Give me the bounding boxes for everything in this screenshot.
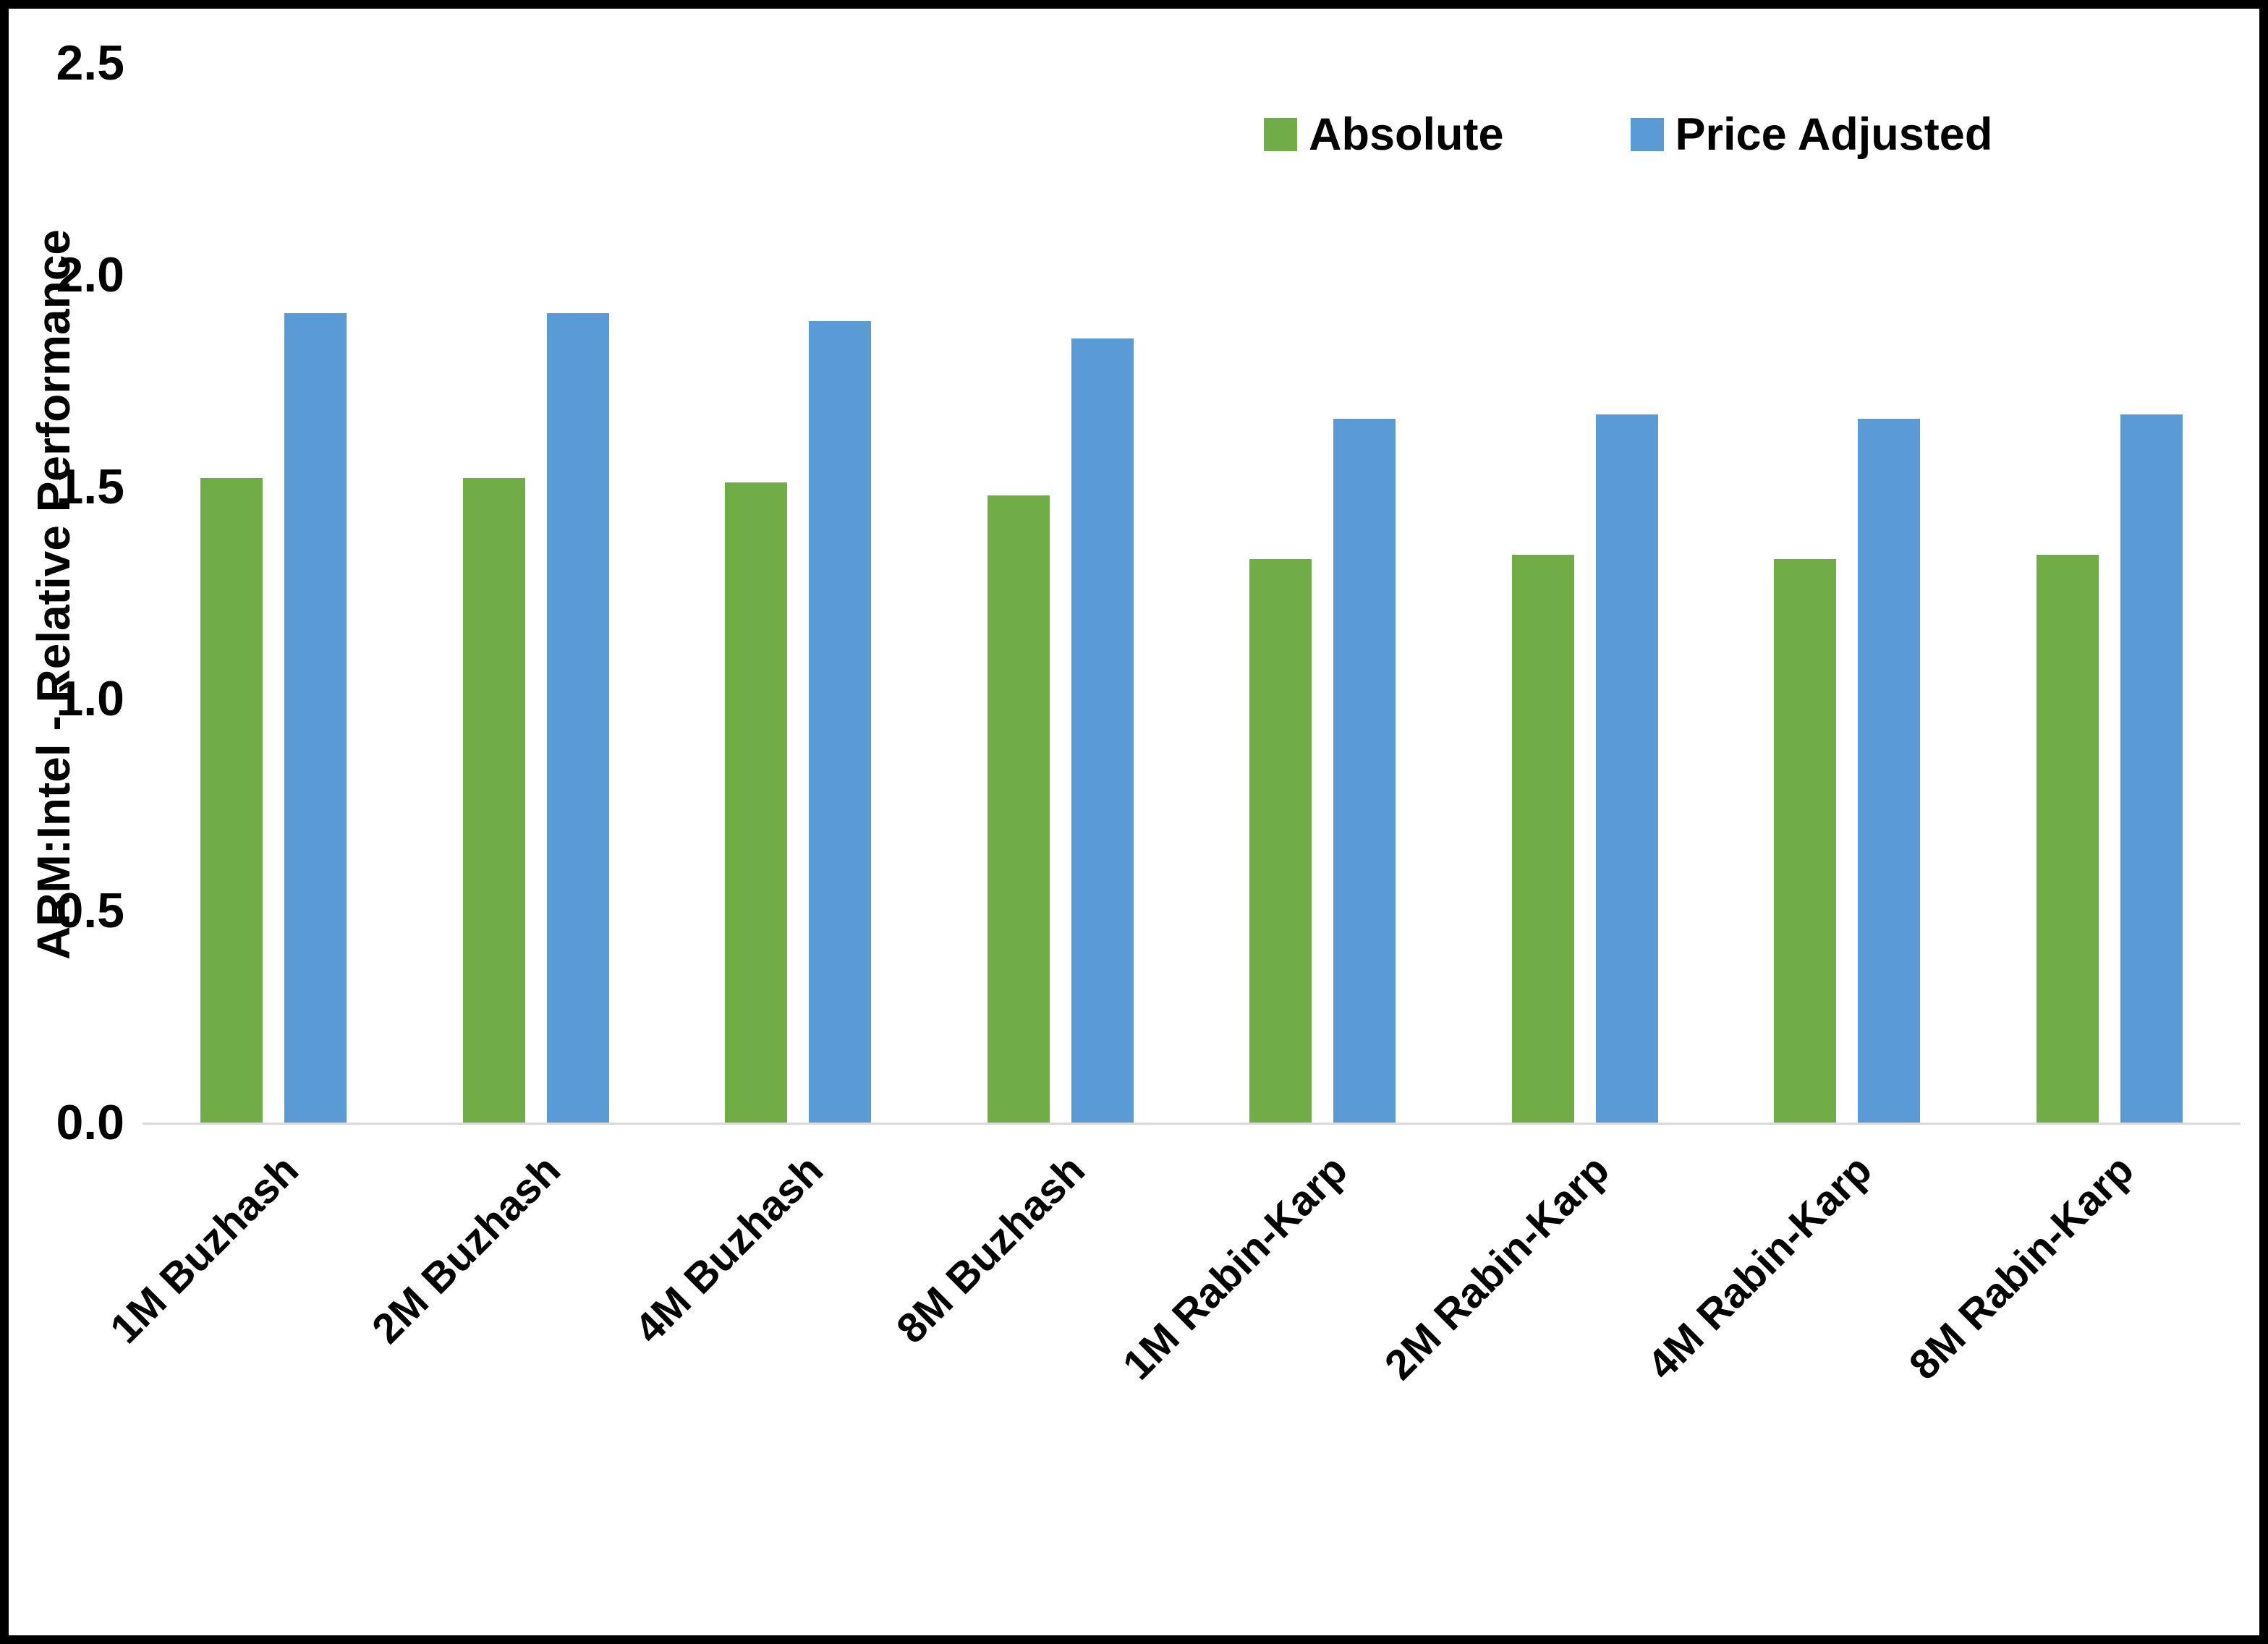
legend-item-price-adjusted: Price Adjusted: [1630, 108, 1993, 161]
y-tick-label-2-5: 2.5: [56, 35, 124, 90]
bar-price-adjusted-4m-rabin-karp: [1858, 419, 1921, 1123]
legend-item-absolute: Absolute: [1264, 108, 1504, 161]
bar-group-2m-rabin-karp: [1454, 63, 1717, 1123]
bar-absolute-4m-buzhash: [725, 482, 788, 1123]
bar-absolute-1m-buzhash: [200, 478, 263, 1123]
bar-group-2m-buzhash: [405, 63, 668, 1123]
legend-swatch-absolute: [1264, 118, 1297, 151]
legend-swatch-price-adjusted: [1630, 118, 1664, 151]
x-tick-label-1m-buzhash: 1M Buzhash: [101, 1146, 307, 1353]
bar-group-4m-rabin-karp: [1716, 63, 1979, 1123]
bar-price-adjusted-2m-buzhash: [546, 312, 609, 1123]
y-tick-label-0-0: 0.0: [56, 1095, 124, 1150]
bar-absolute-8m-buzhash: [987, 495, 1050, 1123]
bar-absolute-2m-rabin-karp: [1511, 554, 1574, 1123]
bar-price-adjusted-8m-rabin-karp: [2120, 414, 2183, 1123]
bar-absolute-2m-buzhash: [462, 478, 525, 1123]
bar-group-1m-buzhash: [143, 63, 405, 1123]
legend: Absolute Price Adjusted: [1264, 108, 1992, 161]
x-tick-label-8m-rabin-karp: 8M Rabin-Karp: [1900, 1146, 2144, 1389]
plot-area: [143, 63, 2241, 1123]
bar-price-adjusted-8m-buzhash: [1071, 338, 1134, 1123]
bar-price-adjusted-4m-buzhash: [809, 321, 872, 1123]
bar-price-adjusted-1m-rabin-karp: [1333, 419, 1396, 1123]
x-axis-line: [143, 1123, 2241, 1125]
bar-group-1m-rabin-karp: [1192, 63, 1454, 1123]
legend-label-absolute: Absolute: [1309, 109, 1504, 160]
x-tick-label-1m-rabin-karp: 1M Rabin-Karp: [1113, 1146, 1356, 1389]
y-tick-label-2-0: 2.0: [56, 247, 124, 302]
x-tick-label-8m-buzhash: 8M Buzhash: [888, 1146, 1095, 1353]
y-axis-title: ARM:Intel - Relative Performance: [27, 229, 80, 961]
x-tick-label-4m-rabin-karp: 4M Rabin-Karp: [1638, 1146, 1881, 1389]
bar-price-adjusted-1m-buzhash: [284, 312, 347, 1123]
bar-absolute-4m-rabin-karp: [1774, 558, 1837, 1123]
bar-absolute-8m-rabin-karp: [2036, 554, 2099, 1123]
legend-label-price-adjusted: Price Adjusted: [1675, 109, 1993, 160]
bar-price-adjusted-2m-rabin-karp: [1595, 414, 1658, 1123]
bar-group-4m-buzhash: [667, 63, 930, 1123]
y-tick-label-1-5: 1.5: [56, 459, 124, 514]
x-tick-label-2m-buzhash: 2M Buzhash: [363, 1146, 570, 1353]
y-tick-label-0-5: 0.5: [56, 883, 124, 938]
x-tick-label-2m-rabin-karp: 2M Rabin-Karp: [1376, 1146, 1619, 1389]
bar-group-8m-buzhash: [930, 63, 1192, 1123]
bar-absolute-1m-rabin-karp: [1249, 558, 1312, 1123]
y-tick-label-1-0: 1.0: [56, 671, 124, 726]
bar-group-8m-rabin-karp: [1979, 63, 2241, 1123]
x-tick-label-4m-buzhash: 4M Buzhash: [625, 1146, 832, 1353]
